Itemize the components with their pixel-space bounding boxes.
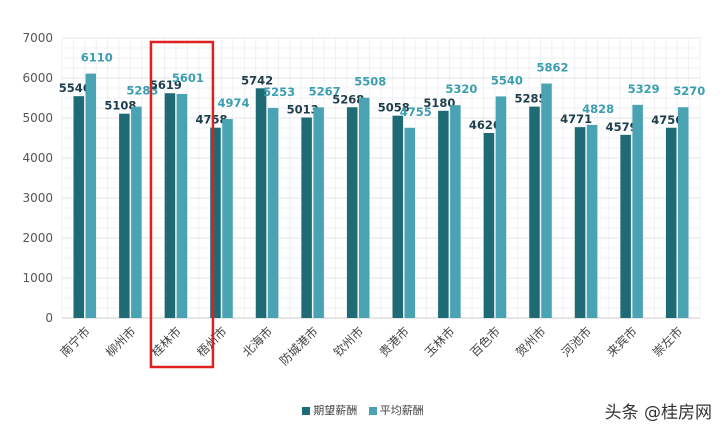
bar-value-label: 4758 xyxy=(195,113,227,127)
x-tick-label: 百色市 xyxy=(467,324,503,360)
legend-swatch-expected xyxy=(302,407,311,415)
bar-expected xyxy=(255,88,267,318)
bar-value-label: 4771 xyxy=(560,112,592,126)
y-tick-label: 3000 xyxy=(22,191,53,205)
legend: 期望薪酬 平均薪酬 xyxy=(0,402,726,418)
x-tick-label: 贵港市 xyxy=(376,324,412,360)
x-tick-label: 防城港市 xyxy=(276,324,321,369)
x-tick-label: 柳州市 xyxy=(102,324,138,360)
x-tick-label: 玉林市 xyxy=(421,324,457,360)
bar-expected xyxy=(574,127,586,318)
bar-value-label: 5546 xyxy=(59,81,91,95)
bar-expected xyxy=(620,134,631,318)
bar-value-label: 5601 xyxy=(172,71,204,85)
bar-average xyxy=(541,83,552,319)
bar-average xyxy=(85,73,97,318)
bar-value-label: 6110 xyxy=(81,51,113,65)
bar-expected xyxy=(164,93,176,319)
bar-expected xyxy=(483,132,495,318)
bar-value-label: 5268 xyxy=(332,92,364,106)
bar-value-label: 5267 xyxy=(309,84,341,98)
bar-value-label: 5329 xyxy=(628,82,660,96)
bar-value-label: 5540 xyxy=(491,73,523,87)
legend-swatch-average xyxy=(368,407,377,415)
bar-value-label: 5270 xyxy=(673,84,705,98)
bar-value-label: 4579 xyxy=(606,120,638,134)
bar-average xyxy=(313,107,324,318)
x-tick-label: 崇左市 xyxy=(649,324,685,360)
bar-average xyxy=(586,124,598,318)
bar-expected xyxy=(529,106,540,318)
bar-average xyxy=(404,127,416,318)
y-tick-label: 0 xyxy=(45,311,53,325)
bar-value-label: 5058 xyxy=(378,101,410,115)
y-tick-label: 6000 xyxy=(22,71,53,85)
bar-average xyxy=(495,96,507,319)
x-tick-label: 钦州市 xyxy=(330,324,366,360)
bar-average xyxy=(358,97,370,319)
bar-value-label: 5862 xyxy=(536,61,568,75)
bar-expected xyxy=(210,127,221,319)
y-tick-label: 4000 xyxy=(22,151,53,165)
x-tick-label: 南宁市 xyxy=(57,324,93,360)
legend-item-average: 平均薪酬 xyxy=(368,402,424,418)
x-tick-label: 河池市 xyxy=(558,324,594,360)
legend-item-expected: 期望薪酬 xyxy=(302,402,357,418)
bar-value-label: 5320 xyxy=(445,82,477,96)
bar-value-label: 4974 xyxy=(217,96,249,110)
x-tick-label: 北海市 xyxy=(239,324,275,360)
x-tick-label: 来宾市 xyxy=(604,324,640,360)
y-tick-label: 5000 xyxy=(22,111,53,125)
y-tick-label: 2000 xyxy=(22,231,53,245)
bar-average xyxy=(677,107,689,318)
legend-label-average: 平均薪酬 xyxy=(379,404,424,417)
y-tick-label: 7000 xyxy=(22,31,53,45)
bar-value-label: 5180 xyxy=(423,96,455,110)
bar-value-label: 4626 xyxy=(469,118,501,132)
bar-expected xyxy=(346,107,358,318)
legend-label-expected: 期望薪酬 xyxy=(313,404,358,417)
x-tick-label: 贺州市 xyxy=(513,324,549,360)
bar-expected xyxy=(392,115,404,319)
x-tick-label: 梧州市 xyxy=(194,324,230,360)
y-tick-label: 1000 xyxy=(22,271,53,285)
bar-average xyxy=(632,104,643,318)
bar-value-label: 5285 xyxy=(514,92,546,106)
bar-expected xyxy=(665,127,677,318)
watermark: 头条 @桂房网 xyxy=(604,403,712,423)
bar-expected xyxy=(119,113,130,319)
bar-value-label: 5742 xyxy=(241,73,273,87)
bar-value-label: 5253 xyxy=(263,85,295,99)
bar-value-label: 5508 xyxy=(354,75,386,89)
bar-expected xyxy=(301,117,312,318)
bar-average xyxy=(450,105,461,318)
bar-value-label: 4828 xyxy=(582,102,614,116)
bar-value-label: 5619 xyxy=(150,78,182,92)
x-tick-label: 桂林市 xyxy=(148,324,184,360)
bar-average xyxy=(176,93,188,319)
bar-value-label: 4755 xyxy=(400,105,432,119)
bar-average xyxy=(222,119,233,318)
bar-expected xyxy=(438,110,449,318)
bar-value-label: 5108 xyxy=(104,99,136,113)
bar-value-label: 5013 xyxy=(287,102,319,116)
highlight-box xyxy=(149,40,215,369)
bar-average xyxy=(131,106,142,319)
bar-expected xyxy=(73,96,85,318)
bar-value-label: 4756 xyxy=(651,113,683,127)
bar-average xyxy=(267,107,279,318)
